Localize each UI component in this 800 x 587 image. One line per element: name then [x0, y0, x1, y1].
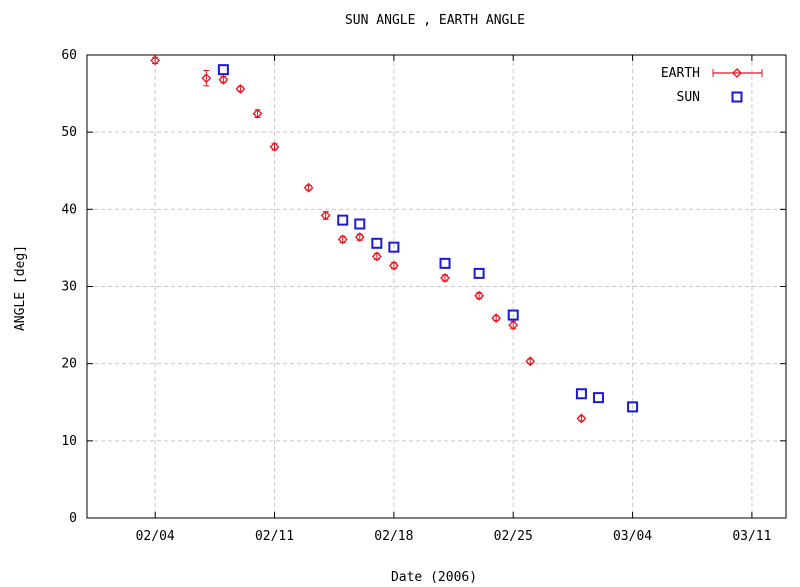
earth-point: [201, 73, 212, 84]
earth-point: [474, 290, 485, 301]
sun-point: [371, 237, 383, 249]
sun-point: [575, 388, 587, 400]
earth-point: [303, 182, 314, 193]
earth-point: [235, 84, 246, 94]
legend-sun-marker: [731, 91, 743, 103]
earth-point: [388, 260, 399, 271]
plot-frame: [86, 54, 787, 519]
y-axis-ticks: 0 10 20 30 40 50 60: [61, 48, 786, 526]
legend-sun-square: [731, 91, 743, 103]
earth-series: [150, 55, 587, 424]
y-tick-label: 0: [69, 511, 77, 526]
sun-point: [473, 267, 485, 279]
legend-earth-diamond: [732, 68, 742, 78]
x-axis-ticks: 02/04 02/11 02/18 02/25 03/04 03/11: [136, 55, 771, 544]
sun-point: [507, 309, 519, 321]
sun-series: [217, 64, 639, 413]
y-tick-label: 40: [61, 202, 77, 217]
sun-point: [439, 257, 451, 269]
x-axis-label: Date (2006): [391, 570, 477, 585]
sun-point: [388, 241, 400, 253]
legend-earth-label: EARTH: [661, 66, 700, 81]
earth-point: [320, 210, 331, 221]
earth-point: [252, 108, 263, 119]
grid-lines: [87, 55, 786, 518]
sun-point: [217, 64, 229, 76]
sun-point: [354, 218, 366, 230]
y-tick-label: 50: [61, 125, 77, 140]
earth-point: [491, 313, 502, 324]
earth-point: [337, 234, 348, 245]
y-tick-label: 30: [61, 280, 77, 295]
earth-point: [150, 55, 161, 66]
legend-earth-marker: [712, 68, 763, 78]
earth-point: [576, 413, 587, 424]
earth-point: [525, 356, 536, 367]
earth-point: [371, 251, 382, 262]
y-tick-label: 20: [61, 357, 77, 372]
legend-sun-label: SUN: [677, 90, 700, 105]
x-tick-label: 02/18: [374, 529, 413, 544]
x-tick-label: 03/11: [732, 529, 771, 544]
earth-point: [269, 141, 280, 152]
x-tick-label: 02/04: [136, 529, 175, 544]
earth-point: [354, 232, 365, 243]
legend: EARTH SUN: [661, 66, 763, 105]
x-tick-label: 03/04: [613, 529, 652, 544]
chart-title: SUN ANGLE , EARTH ANGLE: [345, 13, 525, 28]
y-tick-label: 60: [61, 48, 77, 63]
x-tick-label: 02/25: [494, 529, 533, 544]
sun-point: [592, 392, 604, 404]
sun-point: [627, 401, 639, 413]
y-tick-label: 10: [61, 434, 77, 449]
y-axis-label: ANGLE [deg]: [13, 245, 28, 331]
earth-point: [440, 273, 450, 283]
earth-point: [218, 74, 229, 85]
earth-point: [508, 320, 519, 331]
sun-point: [337, 214, 349, 226]
x-tick-label: 02/11: [255, 529, 294, 544]
